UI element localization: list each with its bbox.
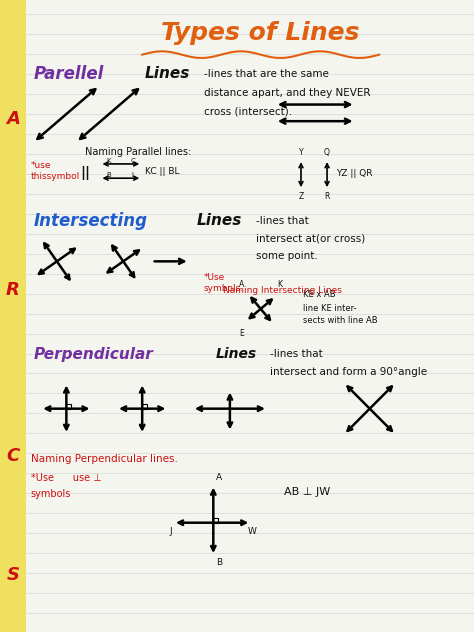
Text: C: C bbox=[130, 158, 135, 164]
Text: Intersecting: Intersecting bbox=[33, 212, 147, 230]
Text: line KE inter-: line KE inter- bbox=[303, 305, 357, 313]
Text: Naming Perpendicular lines.: Naming Perpendicular lines. bbox=[31, 454, 178, 463]
Text: cross (intersect).: cross (intersect). bbox=[204, 107, 292, 117]
Text: W: W bbox=[248, 528, 256, 537]
Text: AB ⊥ JW: AB ⊥ JW bbox=[284, 487, 331, 497]
Text: K: K bbox=[277, 280, 282, 289]
Text: KC || BL: KC || BL bbox=[145, 167, 179, 176]
Text: R: R bbox=[6, 281, 20, 299]
Text: intersect and form a 90°angle: intersect and form a 90°angle bbox=[270, 367, 427, 377]
Text: Lines: Lines bbox=[216, 347, 257, 361]
Text: C: C bbox=[6, 447, 19, 465]
Text: J: J bbox=[169, 528, 172, 537]
Text: YZ || QR: YZ || QR bbox=[337, 169, 373, 178]
FancyBboxPatch shape bbox=[0, 0, 26, 632]
Text: R: R bbox=[324, 193, 330, 202]
Text: ||: || bbox=[81, 166, 91, 181]
Text: -lines that: -lines that bbox=[256, 216, 309, 226]
Text: Parellel: Parellel bbox=[33, 64, 103, 83]
Text: Q: Q bbox=[324, 148, 330, 157]
Text: *Use
symbols.: *Use symbols. bbox=[204, 273, 244, 293]
Text: some point.: some point. bbox=[256, 251, 318, 260]
Text: A: A bbox=[239, 280, 245, 289]
Text: L: L bbox=[131, 172, 135, 178]
Text: A: A bbox=[216, 473, 222, 482]
Text: -lines that are the same: -lines that are the same bbox=[204, 69, 328, 78]
Text: E: E bbox=[239, 329, 244, 338]
Text: Lines: Lines bbox=[145, 66, 190, 81]
Text: Z: Z bbox=[298, 193, 304, 202]
Text: Lines: Lines bbox=[197, 214, 242, 228]
Text: intersect at(or cross): intersect at(or cross) bbox=[256, 234, 365, 243]
Text: *Use      use ⊥: *Use use ⊥ bbox=[31, 473, 101, 483]
Text: Perpendicular: Perpendicular bbox=[33, 346, 153, 362]
Text: Y: Y bbox=[299, 148, 303, 157]
Text: Types of Lines: Types of Lines bbox=[162, 21, 360, 46]
Text: A: A bbox=[6, 110, 20, 128]
Text: B: B bbox=[107, 172, 111, 178]
Text: KE x AB: KE x AB bbox=[303, 290, 336, 299]
Text: B: B bbox=[216, 558, 222, 568]
Text: sects with line AB: sects with line AB bbox=[303, 316, 378, 325]
Text: Naming Intersecting Lines: Naming Intersecting Lines bbox=[223, 286, 342, 295]
Text: -lines that: -lines that bbox=[270, 349, 323, 359]
Text: distance apart, and they NEVER: distance apart, and they NEVER bbox=[204, 88, 370, 98]
Text: K: K bbox=[107, 158, 111, 164]
Text: S: S bbox=[6, 566, 19, 584]
Text: Naming Parallel lines:: Naming Parallel lines: bbox=[85, 147, 191, 157]
Text: symbols: symbols bbox=[31, 489, 71, 499]
Text: *use
thissymbol: *use thissymbol bbox=[31, 161, 80, 181]
